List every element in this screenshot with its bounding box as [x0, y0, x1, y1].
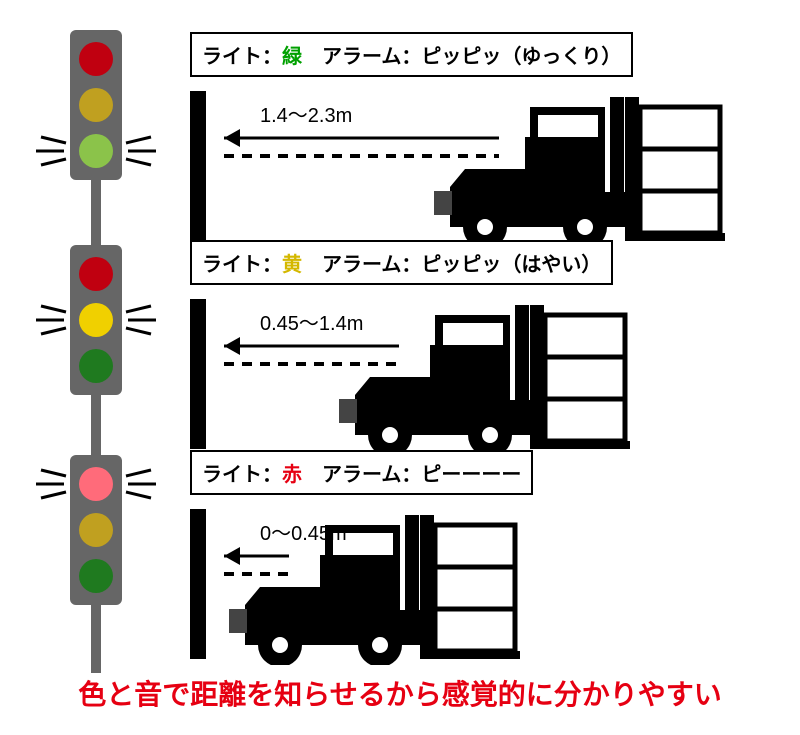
label-box: ライト：緑 アラーム：ピッピッ（ゆっくり） — [190, 32, 633, 77]
distance-row-green: ライト：緑 アラーム：ピッピッ（ゆっくり） 1.4～2.3m — [190, 32, 770, 241]
light-prefix: ライト： — [202, 46, 282, 68]
alarm-text: アラーム：ピッピッ（ゆっくり） — [302, 46, 621, 68]
lamp-yellow — [79, 513, 113, 547]
traffic-light-red — [70, 455, 122, 605]
lamp-yellow — [79, 88, 113, 122]
light-color-label: 赤 — [282, 464, 302, 486]
distance-row-yellow: ライト：黄 アラーム：ピッピッ（はやい）0.45～1.4m — [190, 240, 770, 449]
forklift-icon — [335, 305, 635, 455]
light-prefix: ライト： — [202, 464, 282, 486]
forklift-icon — [430, 97, 730, 247]
distance-row-red: ライト：赤 アラーム：ピーーーー0～0.45m — [190, 450, 770, 659]
lamp-green — [79, 349, 113, 383]
label-box: ライト：黄 アラーム：ピッピッ（はやい） — [190, 240, 613, 285]
traffic-light-yellow — [70, 245, 122, 395]
light-prefix: ライト： — [202, 254, 282, 276]
alarm-text: アラーム：ピッピッ（はやい） — [302, 254, 601, 276]
light-color-label: 緑 — [282, 46, 302, 68]
bottom-caption: 色と音で距離を知らせるから感覚的に分かりやすい — [0, 673, 800, 713]
alarm-text: アラーム：ピーーーー — [302, 464, 521, 486]
label-box: ライト：赤 アラーム：ピーーーー — [190, 450, 533, 495]
wall — [190, 299, 206, 449]
light-color-label: 黄 — [282, 254, 302, 276]
wall — [190, 91, 206, 241]
forklift-icon — [225, 515, 525, 665]
wall — [190, 509, 206, 659]
lamp-green — [79, 559, 113, 593]
lamp-red — [79, 42, 113, 76]
distance-label: 1.4～2.3m — [260, 99, 352, 128]
traffic-light-green — [70, 30, 122, 180]
lamp-red — [79, 257, 113, 291]
